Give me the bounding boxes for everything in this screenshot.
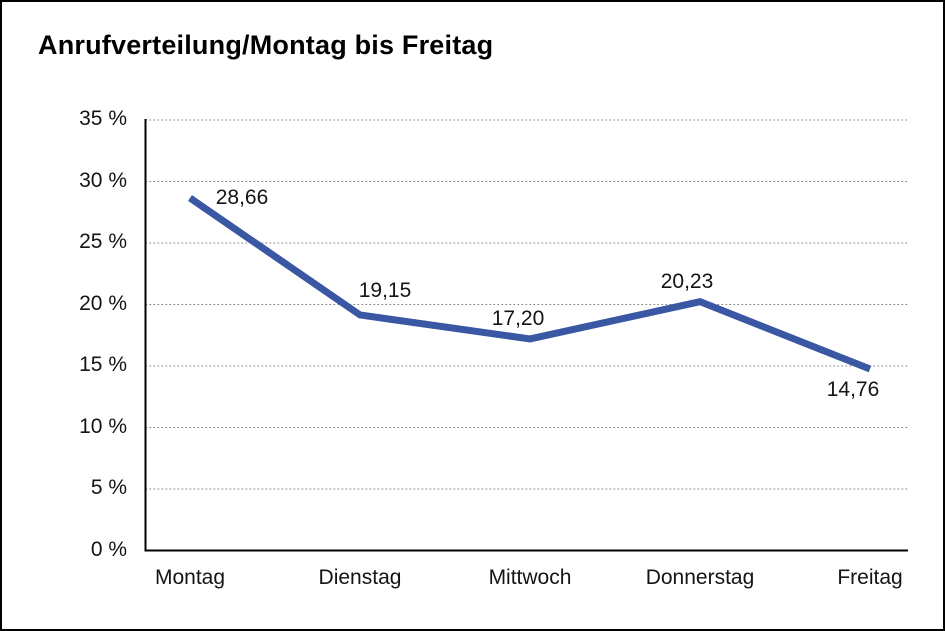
y-tick-label-30: 30 % bbox=[79, 169, 127, 192]
y-tick-label-25: 25 % bbox=[79, 230, 127, 253]
y-tick-label-35: 35 % bbox=[79, 107, 127, 130]
x-axis-label-mittwoch: Mittwoch bbox=[488, 566, 572, 589]
x-axis-label-montag: Montag bbox=[154, 566, 226, 589]
y-tick-label-15: 15 % bbox=[79, 353, 127, 376]
data-label-mittwoch: 17,20 bbox=[491, 307, 545, 330]
x-axis-label-donnerstag: Donnerstag bbox=[645, 566, 755, 589]
data-label-montag: 28,66 bbox=[215, 186, 269, 209]
data-series-line bbox=[188, 195, 872, 373]
x-axis-label-dienstag: Dienstag bbox=[318, 566, 402, 589]
data-label-donnerstag: 20,23 bbox=[660, 270, 714, 293]
y-tick-label-10: 10 % bbox=[79, 415, 127, 438]
y-tick-label-5: 5 % bbox=[90, 476, 127, 499]
data-label-freitag: 14,76 bbox=[826, 378, 880, 401]
y-tick-label-20: 20 % bbox=[79, 292, 127, 315]
y-tick-label-0: 0 % bbox=[90, 538, 127, 561]
data-label-dienstag: 19,15 bbox=[358, 279, 412, 302]
x-axis-label-freitag: Freitag bbox=[837, 566, 903, 589]
chart-title: Anrufverteilung/Montag bis Freitag bbox=[38, 30, 494, 60]
